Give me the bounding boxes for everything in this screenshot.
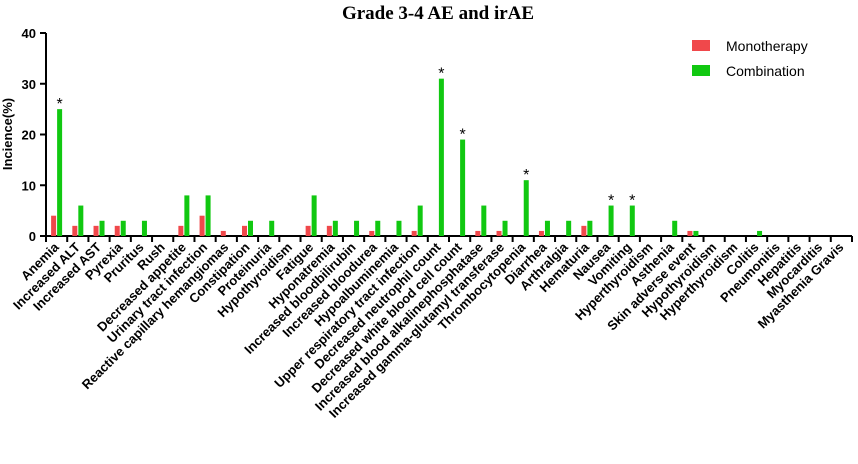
bar-monotherapy — [178, 225, 184, 236]
legend: Monotherapy Combination — [692, 38, 808, 79]
y-tick-label: 20 — [22, 128, 36, 143]
bar-monotherapy — [581, 225, 587, 236]
bar-monotherapy — [326, 225, 332, 236]
legend-label-combination: Combination — [726, 63, 805, 79]
bar-combination — [375, 220, 381, 236]
axes: 0 10 20 30 40 — [22, 26, 853, 244]
bar-combination — [502, 220, 508, 236]
bar-monotherapy — [51, 215, 57, 236]
bar-combination — [757, 230, 763, 236]
bar-combination — [460, 139, 466, 236]
bar-monotherapy — [475, 230, 481, 236]
bar-combination — [587, 220, 593, 236]
bar-combination — [693, 230, 699, 236]
y-axis-label: Incience(%) — [0, 98, 15, 170]
legend-swatch-monotherapy — [692, 40, 710, 51]
bar-combination — [205, 195, 211, 236]
bar-combination — [248, 220, 253, 236]
bar-monotherapy — [93, 225, 99, 236]
bar-monotherapy — [305, 225, 311, 236]
bar-combination — [332, 220, 338, 236]
y-tick-label: 10 — [22, 178, 36, 193]
significance-markers: * * * * * * — [56, 66, 635, 210]
bar-combination — [396, 220, 402, 236]
chart-title: Grade 3-4 AE and irAE — [342, 3, 534, 24]
bar-combination — [544, 220, 550, 236]
significance-star: * — [438, 66, 444, 83]
bar-monotherapy — [411, 230, 417, 236]
significance-star: * — [523, 167, 529, 184]
legend-swatch-combination — [692, 65, 710, 76]
y-tick-label: 30 — [22, 77, 36, 92]
bar-combination — [141, 220, 147, 236]
bar-monotherapy — [538, 230, 544, 236]
significance-star: * — [608, 193, 614, 210]
y-tick-label: 0 — [29, 229, 36, 244]
bar-combination — [311, 195, 317, 236]
bar-combination — [523, 180, 529, 236]
bar-combination — [57, 109, 63, 237]
bar-combination — [672, 220, 678, 236]
bar-monotherapy — [199, 215, 205, 236]
bar-monotherapy — [242, 225, 247, 236]
bar-monotherapy — [687, 230, 693, 236]
bar-combination — [354, 220, 360, 236]
bars — [51, 78, 763, 237]
significance-star: * — [459, 127, 465, 144]
bar-combination — [438, 78, 444, 236]
bar-monotherapy — [369, 230, 375, 236]
bar-monotherapy — [114, 225, 120, 236]
bar-combination — [184, 195, 190, 236]
bar-monotherapy — [220, 230, 226, 236]
bar-combination — [78, 205, 84, 236]
bar-combination — [417, 205, 423, 236]
bar-combination — [269, 220, 275, 236]
bar-monotherapy — [496, 230, 502, 236]
significance-star: * — [629, 193, 635, 210]
significance-star: * — [56, 96, 62, 113]
legend-label-monotherapy: Monotherapy — [726, 38, 808, 54]
bar-combination — [481, 205, 487, 236]
bar-combination — [99, 220, 105, 236]
bar-combination — [120, 220, 126, 236]
bar-combination — [566, 220, 572, 236]
bar-combination — [608, 205, 614, 236]
bar-monotherapy — [72, 225, 78, 236]
y-tick-label: 40 — [22, 26, 36, 41]
bar-combination — [629, 205, 635, 236]
